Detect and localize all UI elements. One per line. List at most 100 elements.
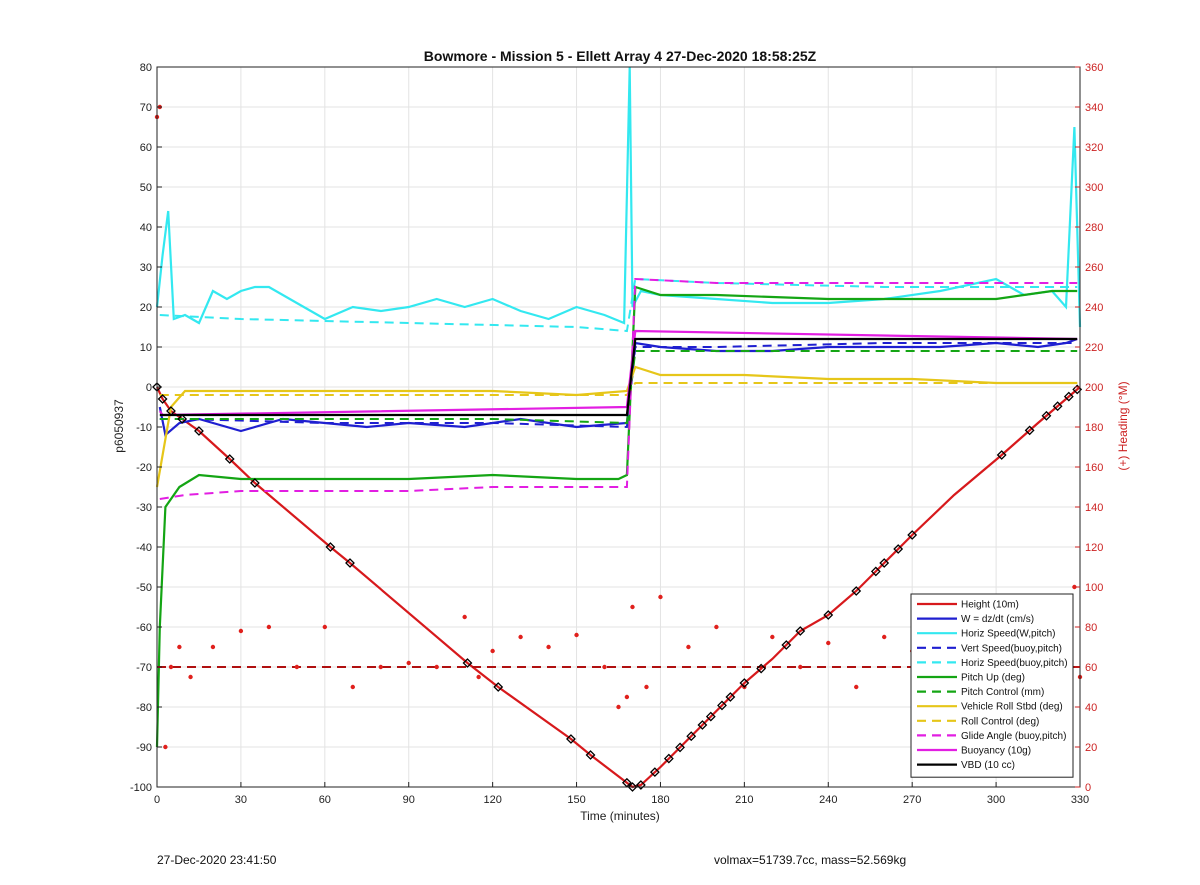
y2-tick-label: 160	[1085, 462, 1103, 474]
heading-point	[798, 664, 803, 670]
series-line-4	[159, 277, 1078, 333]
heading-point	[644, 684, 649, 690]
height-marker	[705, 711, 716, 722]
y-tick-label: -30	[136, 502, 152, 514]
height-marker	[697, 720, 708, 730]
heading-point	[1072, 584, 1077, 590]
height-marker	[675, 742, 685, 753]
y-tick-label: 60	[140, 142, 152, 154]
height-marker	[795, 626, 806, 636]
axis-ticks: 0 30 60 90 120 150 180 210 240 270 300 330-100-90-8…	[130, 62, 1103, 806]
height-marker	[635, 780, 646, 790]
x-tick-label: 330	[1071, 794, 1089, 806]
heading-point	[378, 664, 383, 670]
legend-box	[910, 593, 1074, 778]
y2-tick-label: 180	[1085, 422, 1103, 434]
legend-label: Height (10m)	[961, 600, 1019, 611]
x-tick-label: 270	[903, 794, 921, 806]
x-tick-label: 150	[567, 794, 585, 806]
legend-label: VBD (10 cc)	[961, 760, 1015, 771]
series-line-10	[158, 329, 1078, 417]
heading-point	[658, 594, 663, 600]
height-marker	[249, 478, 260, 488]
x-tick-label: 180	[651, 794, 669, 806]
heading-point	[770, 634, 775, 640]
y-tick-label: -20	[136, 462, 152, 474]
height-marker	[823, 610, 834, 620]
series-line-7	[155, 365, 1078, 488]
y-tick-label: 40	[140, 222, 152, 234]
heading-point	[826, 640, 831, 646]
x-tick-label: 0	[154, 794, 160, 806]
height-marker	[870, 566, 881, 577]
legend-label: Pitch Control (mm)	[961, 687, 1044, 698]
heading-point	[238, 628, 244, 634]
height-marker	[224, 454, 235, 464]
legend-label: Vehicle Roll Stbd (deg)	[961, 702, 1063, 713]
y-tick-label: 10	[140, 342, 152, 354]
series-line-1	[158, 337, 1078, 438]
height-marker	[686, 731, 697, 742]
heading-point	[406, 660, 411, 666]
chart-title: Bowmore - Mission 5 - Ellett Array 4 27-…	[424, 48, 817, 64]
height-marker	[756, 663, 767, 674]
height-marker	[739, 678, 750, 688]
heading-point	[616, 704, 621, 710]
y-axis-label: p6050937	[112, 399, 126, 453]
heading-point	[350, 684, 355, 690]
y-tick-label: -80	[136, 702, 152, 714]
height-marker	[166, 406, 176, 416]
height-marker	[1024, 425, 1035, 436]
x-tick-label: 90	[403, 794, 415, 806]
series-layer	[155, 66, 1082, 789]
y2-tick-label: 100	[1085, 582, 1103, 594]
heading-point	[188, 674, 193, 680]
height-markers	[152, 382, 1083, 792]
series-line-11	[159, 337, 1078, 417]
heading-point	[630, 604, 635, 610]
heading-point	[434, 664, 439, 670]
y2-tick-label: 320	[1085, 142, 1103, 154]
series-line-0	[156, 386, 1081, 789]
y2-tick-label: 80	[1085, 622, 1097, 634]
y2-tick-label: 340	[1085, 102, 1103, 114]
x-tick-label: 120	[483, 794, 501, 806]
y-tick-label: 20	[140, 302, 152, 314]
y2-tick-label: 120	[1085, 542, 1103, 554]
height-marker	[781, 640, 792, 650]
x-tick-label: 60	[319, 794, 331, 806]
y-tick-label: -100	[130, 782, 152, 794]
height-marker	[663, 753, 674, 764]
height-marker	[621, 777, 632, 788]
y2-tick-label: 140	[1085, 502, 1103, 514]
series-line-6	[159, 350, 1078, 425]
heading-point	[476, 674, 481, 680]
series-line-5	[155, 285, 1078, 748]
y-tick-label: 0	[146, 382, 152, 394]
y2-tick-label: 240	[1085, 302, 1103, 314]
series-line-2	[155, 66, 1082, 328]
heading-point	[714, 624, 719, 630]
x-tick-label: 30	[235, 794, 247, 806]
height-marker	[345, 558, 355, 568]
x-tick-label: 300	[987, 794, 1005, 806]
y2-tick-label: 60	[1085, 662, 1097, 674]
height-marker	[194, 426, 204, 436]
height-marker	[1052, 401, 1063, 412]
x-tick-label: 240	[819, 794, 837, 806]
legend-label: Pitch Up (deg)	[961, 673, 1025, 684]
y2-tick-label: 0	[1085, 782, 1091, 794]
timestamp-annotation: 27-Dec-2020 23:41:50	[157, 853, 277, 867]
heading-point	[518, 634, 523, 640]
heading-point	[322, 624, 328, 630]
y-tick-label: 80	[140, 62, 152, 74]
y-tick-label: -70	[136, 662, 152, 674]
heading-point	[177, 644, 182, 650]
y2-tick-label: 40	[1085, 702, 1097, 714]
heading-point	[882, 634, 887, 640]
heading-point	[686, 644, 691, 650]
height-marker	[717, 700, 727, 711]
y2-tick-label: 200	[1085, 382, 1103, 394]
series-line-3	[159, 342, 1078, 429]
